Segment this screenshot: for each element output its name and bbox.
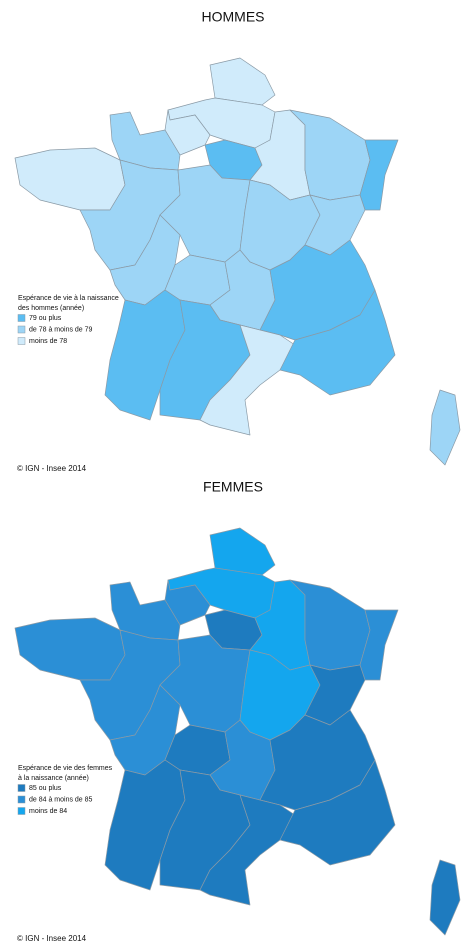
legend-title: à la naissance (année) xyxy=(18,775,89,782)
region xyxy=(167,97,276,149)
legend-swatch xyxy=(17,795,26,804)
region xyxy=(109,581,181,641)
legend-label: 85 ou plus xyxy=(29,785,62,792)
map-title: HOMMES xyxy=(202,9,265,25)
region xyxy=(167,567,276,619)
legend-label: de 78 à moins de 79 xyxy=(29,326,93,333)
region xyxy=(359,609,399,681)
region xyxy=(359,139,399,211)
legend-swatch xyxy=(17,784,26,792)
legend-label: moins de 78 xyxy=(29,338,67,345)
credit: © IGN - Insee 2014 xyxy=(17,464,87,473)
legend-title: des hommes (année) xyxy=(18,305,84,312)
legend-swatch xyxy=(17,314,26,322)
region xyxy=(429,859,461,936)
legend-label: 79 ou plus xyxy=(29,315,62,322)
region xyxy=(279,759,396,866)
region xyxy=(199,794,296,906)
region xyxy=(109,111,181,171)
legend-label: moins de 84 xyxy=(29,808,67,815)
legend-swatch xyxy=(17,807,26,815)
legend-title: Espérance de vie à la naissance xyxy=(18,295,119,302)
legend-swatch xyxy=(17,325,26,334)
map-title: FEMMES xyxy=(203,479,263,495)
region xyxy=(429,389,461,466)
credit: © IGN - Insee 2014 xyxy=(17,934,87,943)
legend-label: de 84 à moins de 85 xyxy=(29,796,93,803)
legend-swatch xyxy=(17,337,26,345)
legend-title: Espérance de vie des femmes xyxy=(18,765,113,772)
region xyxy=(199,324,296,436)
region xyxy=(279,289,396,396)
